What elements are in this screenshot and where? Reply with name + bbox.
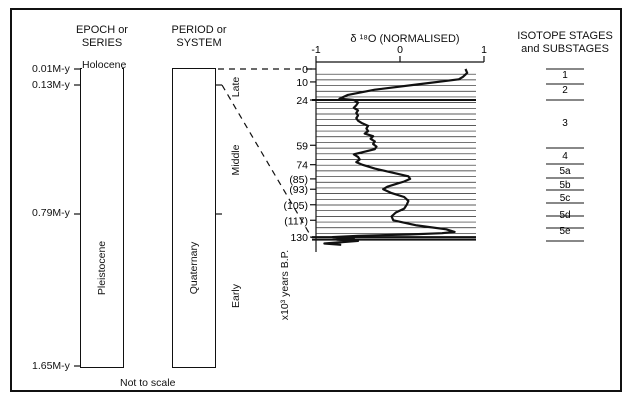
epoch-header-line1: EPOCH or [76, 24, 128, 36]
period-header-line1: PERIOD or [171, 24, 227, 36]
y-tick-label-7: (105) [283, 200, 308, 212]
series-line [323, 68, 469, 246]
y-tick-label-6: (93) [289, 184, 308, 196]
stage-label-5e: 5e [559, 226, 571, 237]
period-header-line2: SYSTEM [176, 37, 222, 49]
stage-label-5c: 5c [560, 193, 571, 204]
stages-header-line2: and SUBSTAGES [521, 43, 609, 55]
y-tick-label-9: 130 [290, 232, 308, 244]
age-label-0: 0.01M-y [32, 63, 70, 75]
stage-labels: 1 2 3 4 5a 5b 5c 5d 5e [559, 70, 571, 237]
age-label-3: 1.65M-y [32, 360, 70, 372]
age-ticks [74, 68, 222, 367]
epoch-header-line2: SERIES [81, 37, 123, 49]
connector-bottom [221, 84, 313, 239]
epoch-column [80, 68, 124, 368]
x-tick-label-1: 0 [397, 44, 403, 56]
stage-label-1: 1 [562, 70, 568, 81]
period-header: PERIOD or SYSTEM [164, 24, 234, 50]
y-tick-label-1: 10 [296, 77, 308, 89]
period-column [172, 68, 216, 368]
stages-header-line1: ISOTOPE STAGES [517, 30, 613, 42]
stage-label-5b: 5b [559, 180, 571, 191]
y-tick-label-4: 74 [296, 160, 308, 172]
y-tick-label-5: (85) [289, 174, 308, 186]
stage-label-5d: 5d [559, 210, 570, 221]
y-tick-label-8: (117) [284, 215, 308, 227]
y-ticks: 010 24 59 74 (85)(93) (105) (117) 130 [283, 64, 316, 244]
age-label-1: 0.13M-y [32, 79, 70, 91]
age-label-2: 0.79M-y [32, 207, 70, 219]
stage-label-3: 3 [562, 118, 568, 129]
stage-label-5a: 5a [559, 166, 571, 177]
epoch-header: EPOCH or SERIES [70, 24, 134, 50]
stages-header: ISOTOPE STAGES and SUBSTAGES [510, 30, 620, 56]
isotope-header: δ ¹⁸O (NORMALISED) [350, 33, 460, 45]
footer-note: Not to scale [120, 377, 176, 389]
diagram-frame [10, 8, 622, 392]
y-tick-label-3: 59 [296, 140, 308, 152]
stage-lines [546, 68, 584, 242]
y-tick-label-2: 24 [296, 95, 308, 107]
x-tick-label-0: -1 [311, 44, 320, 56]
holocene-label: Holocene [82, 59, 127, 71]
x-tick-label-2: 1 [481, 44, 487, 56]
stage-label-4: 4 [562, 151, 568, 162]
x-ticks: -1 0 1 [311, 44, 487, 62]
stage-label-2: 2 [562, 85, 568, 96]
y-tick-label-0: 0 [302, 64, 308, 76]
